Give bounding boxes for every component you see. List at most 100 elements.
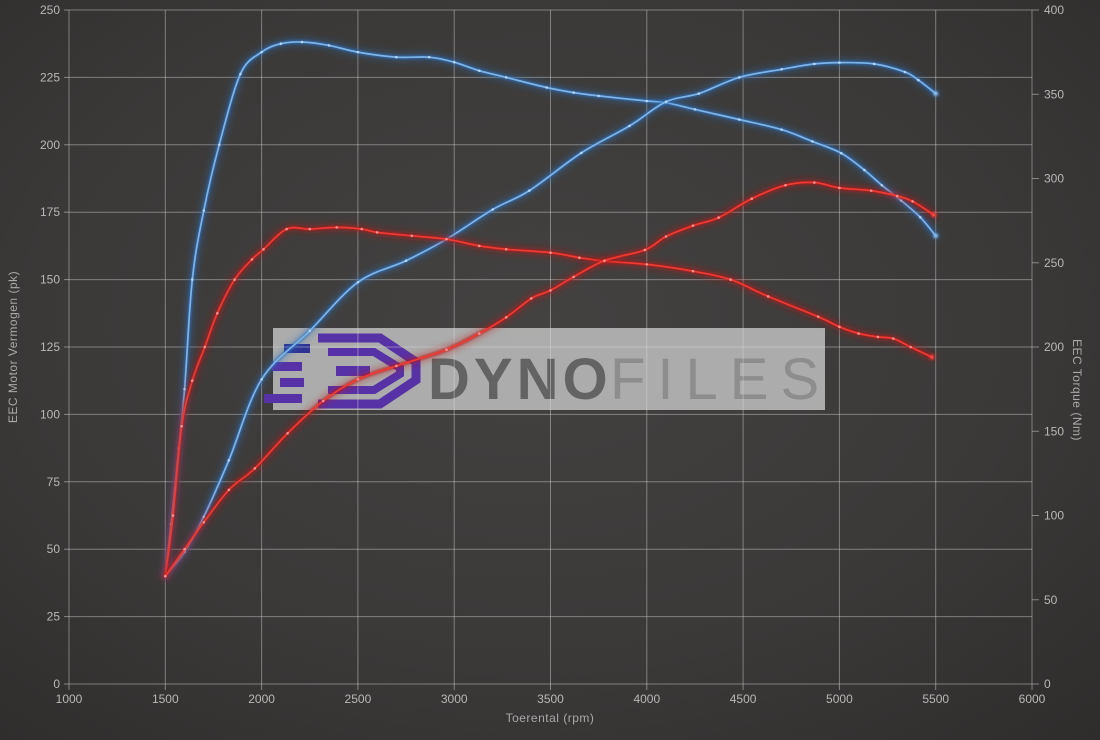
data-point-red-torque — [262, 247, 265, 251]
y-left-tick-label: 125 — [40, 340, 60, 354]
y-right-tick-label: 0 — [1044, 677, 1051, 691]
y-right-tick-label: 400 — [1044, 3, 1064, 17]
data-point-red-torque — [857, 332, 860, 335]
data-point-red-power — [504, 316, 508, 319]
data-point-blue-torque — [300, 40, 304, 44]
data-point-blue-torque — [811, 140, 814, 143]
data-point-blue-torque — [260, 50, 263, 54]
data-point-red-torque — [816, 315, 820, 318]
x-tick-label: 1000 — [56, 692, 83, 706]
data-point-blue-power — [308, 329, 312, 333]
data-point-red-power — [549, 289, 552, 292]
data-point-red-power — [477, 332, 481, 335]
data-point-blue-torque — [504, 76, 508, 79]
y-left-tick-label: 25 — [47, 610, 61, 624]
data-point-red-power — [183, 547, 186, 551]
x-tick-label: 3000 — [441, 692, 468, 706]
data-point-blue-power — [903, 70, 907, 74]
data-point-blue-torque — [356, 50, 360, 54]
data-point-red-torque — [691, 269, 695, 273]
y-left-tick-label: 0 — [53, 677, 60, 691]
y-right-tick-label: 50 — [1044, 593, 1058, 607]
data-point-red-torque — [729, 278, 732, 281]
data-point-red-torque — [838, 325, 841, 329]
data-point-red-power — [253, 467, 257, 470]
data-point-blue-power — [491, 208, 495, 211]
tick-labels: 0255075100125150175200225250050100150200… — [40, 3, 1064, 706]
data-point-red-torque — [285, 227, 288, 231]
y-right-tick-label: 200 — [1044, 340, 1064, 354]
y-axis-left-title: EEC Motor Vermogen (pk) — [6, 271, 20, 423]
data-point-blue-power — [664, 100, 668, 103]
data-point-blue-power — [528, 189, 531, 192]
data-point-red-power — [895, 194, 899, 198]
data-point-red-power — [395, 364, 398, 368]
x-tick-label: 6000 — [1019, 692, 1046, 706]
data-point-red-torque — [876, 335, 880, 339]
data-point-red-power — [813, 181, 816, 184]
y-left-tick-label: 75 — [47, 475, 61, 489]
data-point-blue-torque — [840, 151, 843, 155]
data-point-red-power — [321, 399, 325, 403]
data-point-blue-power — [227, 458, 231, 462]
data-point-blue-torque — [427, 55, 431, 59]
data-point-blue-power — [628, 124, 631, 128]
data-point-blue-torque — [918, 215, 922, 219]
x-tick-label: 2000 — [248, 692, 275, 706]
data-point-blue-power — [404, 259, 408, 263]
data-point-red-power — [202, 520, 206, 524]
data-point-blue-torque — [693, 108, 697, 111]
data-point-red-power — [356, 378, 360, 381]
x-tick-label: 5500 — [922, 692, 949, 706]
data-point-red-power — [784, 183, 787, 187]
end-marker-blue-torque — [933, 233, 939, 239]
data-point-blue-torque — [645, 99, 649, 103]
data-point-red-torque — [216, 312, 219, 315]
data-point-blue-torque — [395, 55, 398, 59]
data-point-blue-power — [260, 378, 263, 381]
data-point-blue-power — [780, 68, 783, 71]
data-point-blue-torque — [217, 143, 221, 147]
data-point-red-torque — [233, 278, 236, 281]
data-point-blue-torque — [239, 72, 242, 76]
data-point-red-torque — [445, 237, 448, 241]
x-tick-label: 4000 — [633, 692, 660, 706]
data-point-blue-power — [580, 151, 583, 155]
end-marker-red-torque — [929, 354, 935, 360]
data-point-red-torque — [203, 345, 207, 349]
x-tick-label: 3500 — [537, 692, 564, 706]
curve-blue-torque — [160, 37, 941, 579]
data-point-red-torque — [375, 231, 379, 234]
data-point-blue-torque — [190, 278, 194, 281]
data-point-red-torque — [410, 234, 414, 238]
data-point-red-torque — [250, 258, 254, 261]
curve-red-power — [160, 177, 939, 581]
y-axis-right-title: EEC Torque (Nm) — [1070, 339, 1084, 441]
data-point-red-power — [664, 235, 668, 238]
x-axis-title: Toerental (rpm) — [506, 711, 595, 725]
data-point-blue-torque — [737, 118, 741, 121]
data-point-red-torque — [766, 295, 770, 298]
data-point-blue-power — [872, 62, 876, 66]
data-point-red-power — [164, 574, 167, 578]
y-left-tick-label: 50 — [47, 542, 61, 556]
data-point-red-power — [750, 197, 754, 201]
x-tick-label: 4500 — [730, 692, 757, 706]
data-point-red-torque — [909, 345, 912, 349]
dyno-curves — [160, 37, 941, 581]
data-point-red-torque — [578, 256, 581, 259]
dynofiles-watermark: DYNO FILES — [264, 328, 825, 412]
y-left-tick-label: 100 — [40, 407, 60, 421]
data-point-red-torque — [190, 379, 194, 383]
end-marker-blue-power — [933, 90, 939, 97]
data-point-red-power — [869, 189, 873, 192]
data-point-red-power — [286, 431, 289, 435]
data-point-red-power — [227, 488, 231, 492]
data-point-blue-torque — [452, 60, 456, 64]
data-point-blue-power — [737, 76, 741, 79]
y-left-tick-label: 150 — [40, 273, 60, 287]
data-point-blue-power — [917, 78, 920, 82]
data-point-red-torque — [308, 227, 312, 231]
